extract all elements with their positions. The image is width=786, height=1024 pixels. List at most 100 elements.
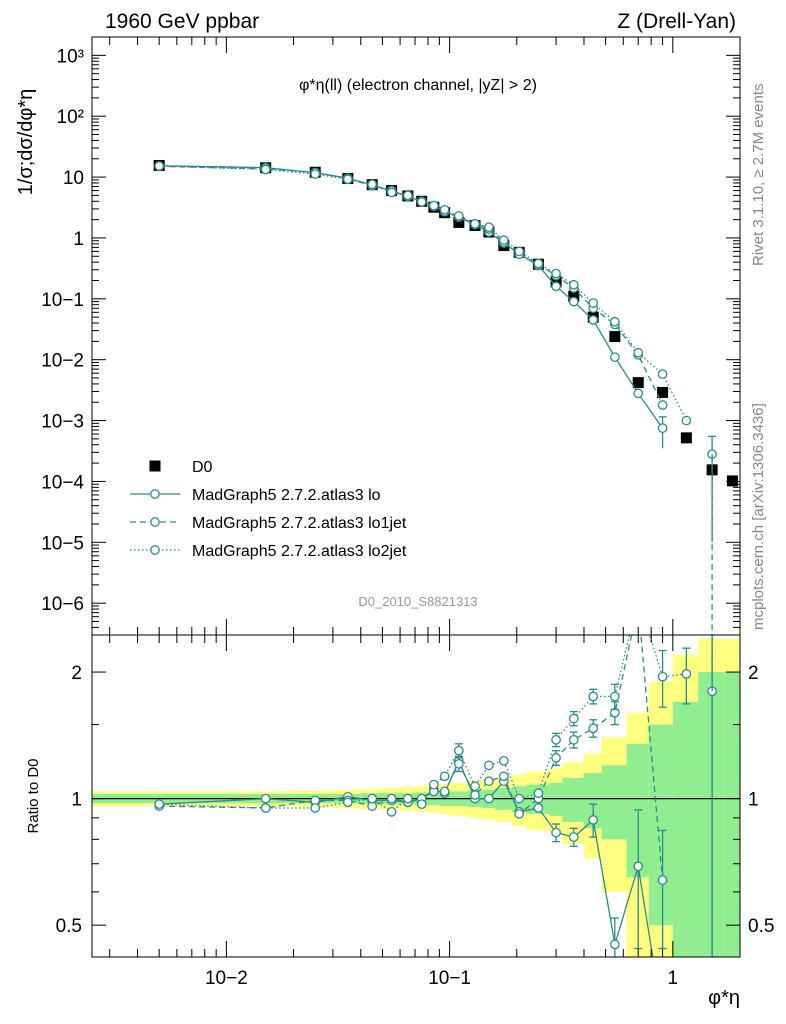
- data-point: [632, 377, 644, 389]
- legend-label: MadGraph5 2.7.2.atlas3 lo: [192, 487, 381, 504]
- ratio-point: [588, 815, 599, 825]
- ratio-point: [367, 793, 378, 804]
- ratio-line: [159, 635, 687, 813]
- y-tick-label: 10−6: [41, 594, 84, 615]
- y-tick-label: 10−3: [41, 412, 84, 433]
- ratio-y-axis-label: Ratio to D0: [25, 758, 42, 833]
- series-point: [657, 369, 668, 379]
- ratio-panel: Ratio to D0 0.5 0.5 1 1 2 2 10−2 10−1 1: [25, 634, 774, 989]
- series-point: [588, 315, 599, 325]
- ratio-point: [453, 758, 464, 769]
- data-point: [453, 216, 465, 228]
- series-point: [416, 197, 427, 207]
- ratio-line: [159, 635, 664, 881]
- main-y-axis-label: 1/σ;dσ/dφ*η: [15, 89, 37, 196]
- ratio-point: [439, 771, 450, 782]
- series-point: [439, 204, 450, 215]
- x-tick-label: 10−2: [205, 968, 248, 989]
- y-tick-label: 10−5: [41, 533, 84, 554]
- ratio-point: [453, 745, 464, 756]
- watermark: D0_2010_S8821313: [358, 594, 477, 609]
- main-panel: φ*η(ll) (electron channel, |yZ| > 2) D0_…: [15, 36, 741, 636]
- side-text-source: mcplots.cern.ch [arXiv:1306.3436]: [750, 403, 767, 630]
- ratio-point: [514, 793, 525, 804]
- ratio-point: [310, 803, 321, 813]
- ratio-point: [402, 793, 413, 804]
- series-point: [386, 187, 397, 198]
- ratio-point: [657, 875, 668, 885]
- ratio-y-tick-label: 2: [71, 663, 82, 684]
- y-tick-label: 10²: [57, 107, 84, 128]
- y-tick-label: 10: [63, 168, 84, 189]
- legend-label: MadGraph5 2.7.2.atlas3 lo2jet: [192, 543, 407, 560]
- y-tick-label: 10−4: [41, 472, 84, 493]
- ratio-point: [498, 755, 509, 766]
- ratio-point: [484, 776, 494, 787]
- series-point: [154, 161, 165, 171]
- series-point: [342, 174, 353, 185]
- ratio-point: [154, 799, 165, 810]
- header-right: Z (Drell-Yan): [617, 10, 736, 33]
- ratio-point: [551, 827, 561, 838]
- ratio-point: [568, 713, 579, 724]
- band-green: [648, 724, 674, 926]
- series-point: [484, 222, 494, 233]
- series-point: [657, 400, 668, 410]
- series-point: [681, 415, 692, 426]
- ratio-point: [484, 793, 494, 804]
- series-dotted: [154, 161, 692, 426]
- band-green: [562, 777, 585, 822]
- legend-label: D0: [192, 459, 213, 476]
- ratio-line: [159, 759, 654, 957]
- ratio-point: [533, 803, 544, 813]
- ratio-point: [260, 793, 271, 804]
- ratio-point: [514, 808, 525, 819]
- legend-marker: [150, 517, 160, 527]
- data-point: [680, 432, 692, 444]
- series-point: [633, 347, 644, 358]
- series-point: [402, 190, 413, 201]
- header-left: 1960 GeV ppbar: [105, 10, 259, 33]
- series-point: [588, 298, 599, 308]
- y-tick-label: 10−1: [41, 290, 84, 311]
- x-axis-label: φ*η: [708, 987, 740, 1009]
- legend: D0 MadGraph5 2.7.2.atlas3 lo MadGraph5 2.7…: [130, 459, 407, 560]
- ratio-point: [386, 807, 397, 817]
- ratio-point: [633, 861, 644, 872]
- series-point: [633, 388, 644, 399]
- y-tick-label: 10−2: [41, 351, 84, 372]
- data-point: [568, 290, 580, 302]
- data-point: [657, 386, 669, 398]
- ratio-point: [681, 669, 692, 679]
- x-tick-label: 10−1: [428, 968, 471, 989]
- y-tick-label: 10³: [57, 46, 84, 67]
- main-ticks: 10−6 10−5 10−4 10−3 10−2 10−1 1 10 10² 10³: [41, 36, 741, 636]
- series-point: [514, 246, 525, 257]
- ratio-y-tick-label: 1: [71, 790, 82, 811]
- legend-marker: [149, 460, 161, 472]
- ratio-point: [439, 786, 450, 797]
- ratio-point: [484, 760, 494, 771]
- ratio-plot-frame: [91, 634, 741, 958]
- ratio-point: [533, 788, 544, 799]
- series-point: [453, 211, 464, 221]
- ratio-point: [551, 753, 561, 763]
- ratio-point: [610, 691, 620, 702]
- series-point: [310, 169, 321, 179]
- series-point: [610, 352, 620, 363]
- data-point: [609, 331, 621, 343]
- series-point: [610, 316, 620, 327]
- series-point: [260, 164, 271, 175]
- data-point: [726, 475, 738, 487]
- series-point: [657, 423, 668, 434]
- series-point: [568, 279, 579, 290]
- ratio-y-tick-label-right: 0.5: [748, 916, 774, 937]
- y-tick-label: 1: [73, 229, 84, 250]
- ratio-point: [568, 832, 579, 842]
- band-green: [601, 765, 627, 840]
- series-point: [367, 179, 378, 190]
- ratio-point: [588, 723, 599, 734]
- ratio-point: [386, 793, 397, 804]
- ratio-point: [342, 797, 353, 808]
